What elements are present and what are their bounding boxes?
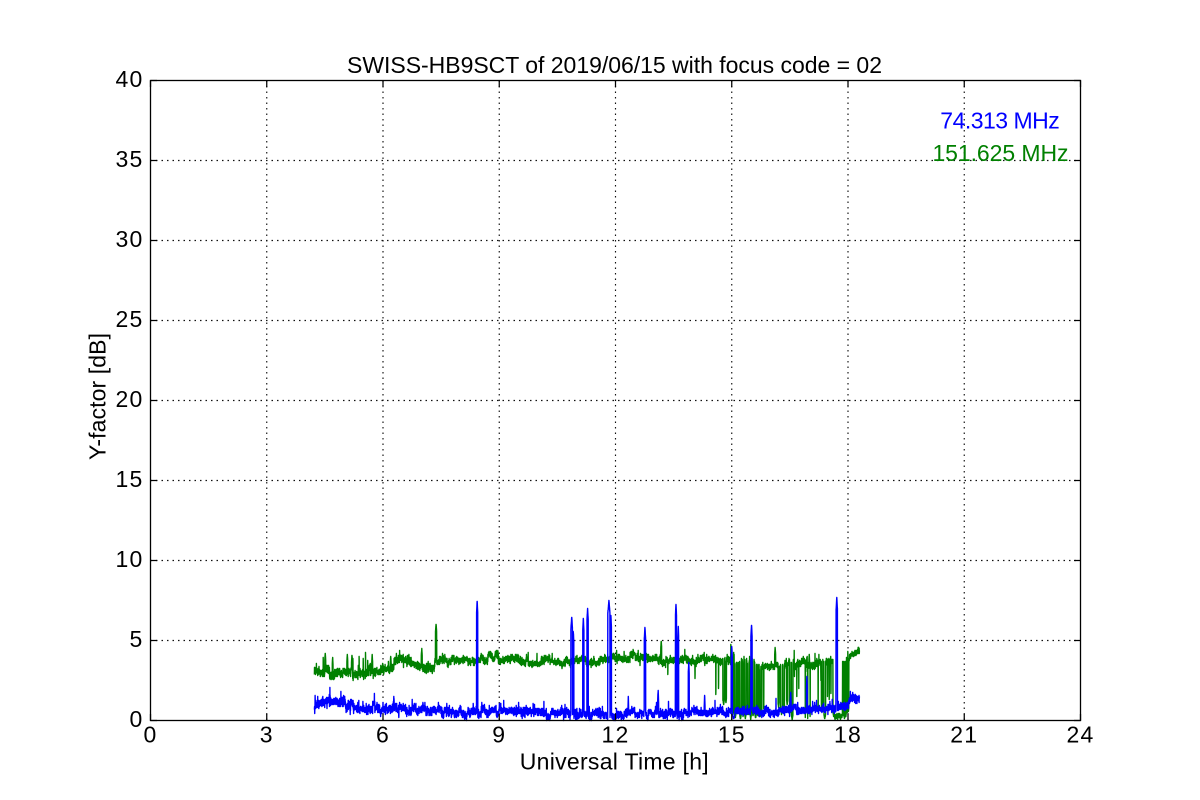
svg-text:0: 0	[144, 721, 158, 747]
svg-text:25: 25	[116, 306, 144, 332]
svg-text:Universal Time [h]: Universal Time [h]	[520, 749, 709, 775]
svg-text:21: 21	[950, 721, 978, 747]
svg-text:9: 9	[492, 721, 506, 747]
svg-text:40: 40	[116, 66, 144, 92]
svg-text:6: 6	[376, 721, 390, 747]
svg-text:SWISS-HB9SCT of 2019/06/15 wit: SWISS-HB9SCT of 2019/06/15 with focus co…	[347, 52, 882, 78]
svg-text:10: 10	[116, 546, 144, 572]
svg-text:151.625 MHz: 151.625 MHz	[932, 140, 1068, 166]
svg-text:3: 3	[260, 721, 274, 747]
svg-text:20: 20	[116, 386, 144, 412]
svg-text:30: 30	[116, 226, 144, 252]
svg-text:74.313 MHz: 74.313 MHz	[940, 108, 1059, 134]
svg-text:15: 15	[718, 721, 746, 747]
svg-text:24: 24	[1067, 721, 1095, 747]
svg-text:15: 15	[116, 466, 144, 492]
svg-text:18: 18	[834, 721, 862, 747]
svg-text:12: 12	[602, 721, 630, 747]
svg-text:Y-factor [dB]: Y-factor [dB]	[85, 333, 111, 460]
svg-text:35: 35	[116, 146, 144, 172]
svg-text:5: 5	[130, 626, 144, 652]
svg-text:0: 0	[130, 706, 144, 732]
